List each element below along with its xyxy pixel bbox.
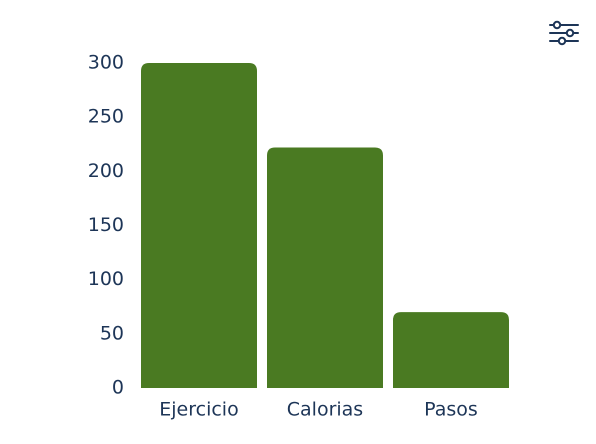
y-axis: 0 50 100 150 200 250 300 (88, 52, 124, 399)
y-tick-label: 300 (88, 52, 124, 74)
sliders-icon (544, 16, 584, 50)
y-tick-label: 100 (88, 268, 124, 290)
bar-pasos[interactable] (393, 312, 509, 388)
bars (141, 63, 509, 388)
filter-button[interactable] (544, 16, 584, 50)
y-tick-label: 200 (88, 160, 124, 182)
x-axis: Ejercicio Calorias Pasos (159, 399, 478, 421)
bar-ejercicio[interactable] (141, 63, 257, 388)
x-tick-label: Ejercicio (159, 399, 238, 421)
x-tick-label: Pasos (424, 399, 478, 421)
bar-calorias[interactable] (267, 148, 383, 389)
y-tick-label: 0 (112, 377, 124, 399)
y-tick-label: 50 (100, 322, 124, 344)
y-tick-label: 150 (88, 214, 124, 236)
x-tick-label: Calorias (287, 399, 363, 421)
y-tick-label: 250 (88, 106, 124, 128)
